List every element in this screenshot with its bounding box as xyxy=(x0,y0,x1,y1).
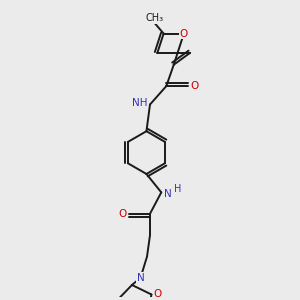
Text: O: O xyxy=(180,28,188,39)
Text: H: H xyxy=(174,184,181,194)
Text: NH: NH xyxy=(132,98,148,108)
Text: N: N xyxy=(136,273,144,283)
Text: O: O xyxy=(118,209,126,219)
Text: O: O xyxy=(154,290,162,299)
Text: O: O xyxy=(190,81,198,91)
Text: N: N xyxy=(164,189,171,199)
Text: CH₃: CH₃ xyxy=(146,13,164,23)
